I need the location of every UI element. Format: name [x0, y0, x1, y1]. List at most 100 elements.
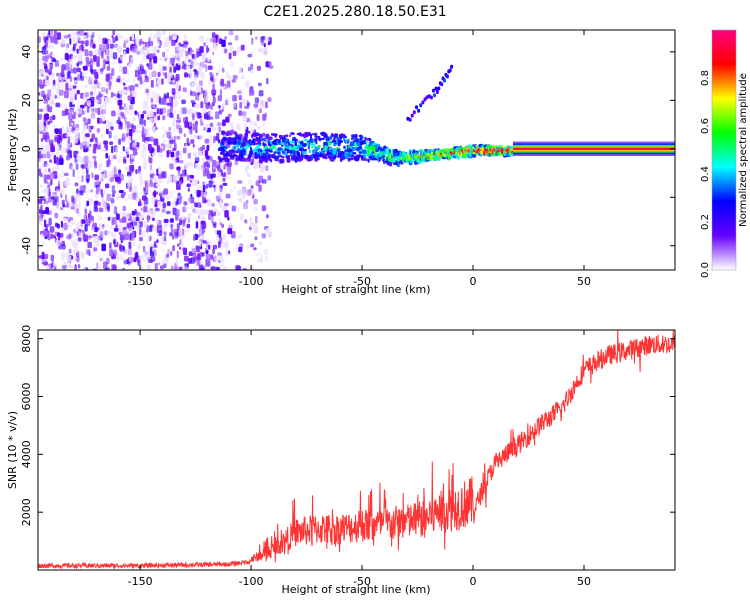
noise-cell — [68, 61, 71, 68]
noise-cell — [195, 234, 201, 238]
noise-cell — [153, 138, 159, 146]
noise-cell — [222, 182, 228, 186]
noise-cell — [172, 175, 178, 182]
noise-cell — [56, 189, 59, 194]
band-cell — [349, 151, 353, 157]
noise-cell — [260, 40, 265, 46]
noise-cell — [182, 219, 186, 224]
noise-cell — [76, 175, 80, 181]
band-cell — [336, 148, 341, 153]
noise-cell — [77, 141, 81, 145]
band-cell — [378, 156, 382, 160]
y-tick-label: 40 — [20, 45, 33, 59]
band-cell — [276, 151, 281, 155]
noise-cell — [227, 176, 231, 180]
noise-cell — [86, 233, 91, 237]
noise-cell — [232, 95, 237, 102]
noise-cell — [130, 242, 136, 247]
noise-cell — [97, 68, 101, 76]
noise-cell — [201, 112, 204, 117]
noise-cell — [208, 135, 212, 144]
band-cell — [262, 132, 266, 137]
noise-cell — [190, 81, 194, 89]
secondary-track-cell — [421, 100, 425, 105]
noise-cell — [166, 210, 171, 215]
noise-cell — [199, 212, 204, 219]
noise-cell — [143, 205, 147, 213]
band-cell — [341, 152, 344, 155]
noise-cell — [56, 269, 60, 270]
noise-cell — [47, 96, 51, 101]
noise-cell — [61, 227, 64, 232]
noise-cell — [77, 107, 83, 115]
noise-cell — [193, 68, 197, 73]
noise-cell — [123, 192, 126, 196]
noise-cell — [132, 76, 136, 83]
noise-cell — [101, 243, 106, 252]
noise-cell — [215, 111, 220, 120]
noise-cell — [53, 154, 56, 163]
noise-cell — [157, 262, 161, 266]
noise-cell — [96, 95, 99, 100]
secondary-track-cell — [445, 74, 449, 79]
noise-cell — [169, 232, 173, 237]
band-cell — [294, 138, 298, 142]
noise-cell — [258, 90, 264, 97]
noise-cell — [55, 151, 60, 158]
noise-cell — [131, 231, 135, 239]
band-cell — [322, 150, 326, 153]
noise-cell — [166, 92, 169, 99]
noise-cell — [181, 65, 186, 70]
band-cell — [464, 153, 467, 158]
noise-cell — [40, 73, 44, 77]
noise-cell — [193, 257, 198, 262]
noise-cell — [61, 171, 65, 178]
noise-cell — [163, 263, 167, 269]
noise-cell — [77, 221, 80, 227]
noise-cell — [73, 43, 76, 51]
noise-cell — [250, 185, 254, 189]
noise-cell — [229, 269, 233, 270]
noise-cell — [112, 30, 116, 36]
noise-cell — [212, 244, 218, 250]
noise-cell — [59, 134, 64, 141]
noise-cell — [47, 182, 51, 187]
secondary-track-cell — [437, 86, 441, 91]
band-cell — [232, 146, 235, 149]
noise-cell — [112, 190, 117, 194]
noise-cell — [77, 54, 83, 62]
noise-cell — [85, 92, 89, 98]
noise-cell — [45, 197, 49, 202]
noise-cell — [210, 266, 216, 270]
band-cell — [351, 137, 354, 141]
noise-cell — [38, 79, 43, 87]
band-cell — [398, 156, 402, 160]
noise-cell — [194, 208, 198, 214]
noise-cell — [153, 226, 158, 232]
noise-cell — [171, 54, 175, 59]
noise-cell — [218, 242, 221, 247]
noise-cell — [261, 205, 267, 212]
noise-cell — [65, 82, 69, 91]
noise-cell — [219, 260, 225, 268]
noise-cell — [226, 80, 231, 88]
noise-cell — [168, 62, 171, 68]
noise-cell — [160, 265, 164, 270]
noise-cell — [66, 224, 72, 228]
band-cell — [254, 132, 260, 137]
noise-cell — [71, 239, 75, 247]
noise-cell — [124, 233, 130, 240]
noise-cell — [63, 263, 68, 268]
noise-cell — [238, 95, 242, 101]
noise-cell — [168, 175, 172, 183]
noise-cell — [139, 69, 142, 77]
noise-cell — [61, 76, 67, 80]
noise-cell — [147, 219, 150, 223]
noise-cell — [140, 64, 143, 70]
colorbar: 0.0 0.2 0.4 0.6 0.8 Normalized spectral ampl… — [700, 29, 749, 278]
noise-cell — [240, 213, 244, 221]
band-cell — [342, 156, 345, 161]
noise-cell — [91, 172, 94, 179]
noise-cell — [97, 186, 101, 195]
noise-cell — [194, 53, 199, 59]
